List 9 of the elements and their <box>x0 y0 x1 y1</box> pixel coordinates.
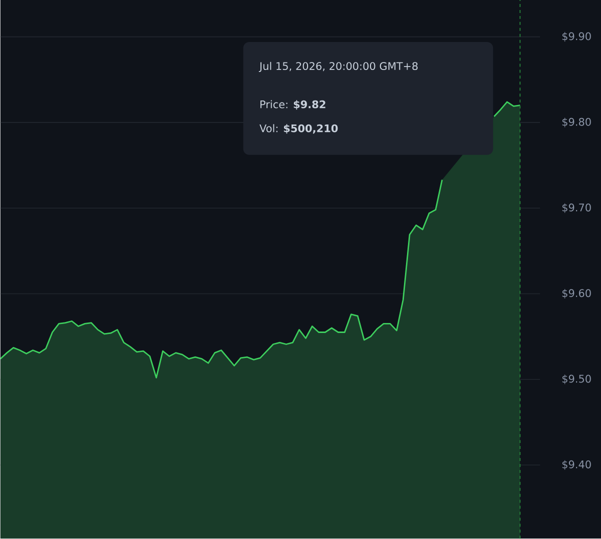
y-tick-label: $9.40 <box>562 460 591 470</box>
y-tick-label: $9.50 <box>562 374 591 384</box>
y-tick-label: $9.80 <box>562 118 591 128</box>
y-tick-label: $9.90 <box>562 32 591 42</box>
annotation: Jul 15, 2026, 20:00:00 GMT+8 <box>258 62 418 72</box>
y-tick-label: $9.70 <box>562 204 591 214</box>
annotation: Vol: $500,210 <box>260 124 338 134</box>
y-tick-label: $9.60 <box>562 289 591 299</box>
annotation: Price: $9.82 <box>260 100 326 110</box>
